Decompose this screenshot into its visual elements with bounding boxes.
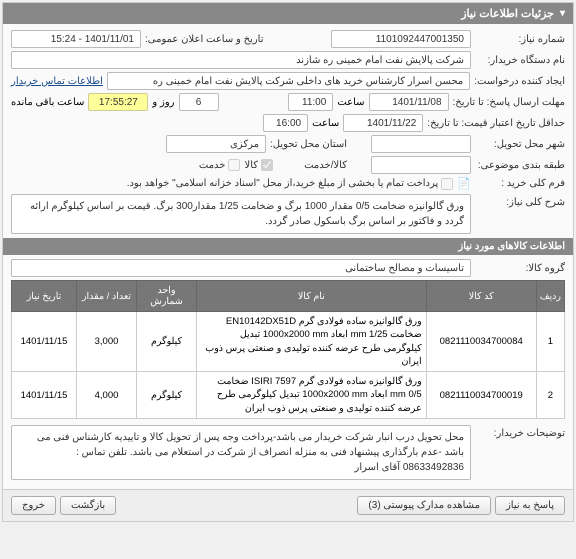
saat-label-1: ساعت <box>337 97 364 108</box>
countdown: 17:55:27 <box>88 93 148 111</box>
purchase-form-label: فرم کلی خرید : <box>475 178 565 189</box>
table-row: 2 0821110034700019 ورق گالوانیزه ساده فو… <box>12 372 565 419</box>
table-header-row: ردیف کد کالا نام کالا واحد شمارش تعداد /… <box>12 281 565 312</box>
details-panel: ▾ جزئیات اطلاعات نیاز شماره نیاز: 110109… <box>2 2 574 522</box>
buyer-notes-text: محل تحویل درب انبار شرکت خریدار می باشد-… <box>11 425 471 480</box>
delivery-state: مرکزی <box>166 135 266 153</box>
col-name: نام کالا <box>197 281 427 312</box>
buyer-org: شرکت پالایش نفت امام خمینی ره شازند <box>11 51 471 69</box>
delivery-city-label: شهر محل تحویل: <box>475 139 565 150</box>
cell-unit: کیلوگرم <box>137 372 197 419</box>
cell-idx: 2 <box>536 372 564 419</box>
cell-code: 0821110034700019 <box>426 372 536 419</box>
deadline-date: 1401/11/08 <box>369 93 449 111</box>
need-desc-text: ورق گالوانیزه ضخامت 0/5 مقدار 1000 برگ و… <box>11 194 471 234</box>
announce-value: 1401/11/01 - 15:24 <box>11 30 141 48</box>
validity-label: حداقل تاریخ اعتبار قیمت: تا تاریخ: <box>427 118 565 129</box>
buyer-org-label: نام دستگاه خریدار: <box>475 55 565 66</box>
col-code: کد کالا <box>426 281 536 312</box>
need-number: 1101092447001350 <box>331 30 471 48</box>
panel-header: ▾ جزئیات اطلاعات نیاز <box>3 3 573 24</box>
bill-icon: 📄 <box>457 177 471 190</box>
cell-idx: 1 <box>536 312 564 372</box>
deadline-time: 11:00 <box>288 93 333 111</box>
col-qty: تعداد / مقدار <box>77 281 137 312</box>
requester-label: ایجاد کننده درخواست: <box>474 76 565 87</box>
cell-date: 1401/11/15 <box>12 372 77 419</box>
kala-checkbox[interactable]: کالا <box>244 159 273 171</box>
need-desc-label: شرح کلی نیاز: <box>475 194 565 208</box>
attachments-button[interactable]: مشاهده مدارک پیوستی (3) <box>357 496 491 515</box>
contact-link[interactable]: اطلاعات تماس خریدار <box>11 76 103 87</box>
buyer-notes-label: توضیحات خریدار: <box>475 425 565 439</box>
cell-name: ورق گالوانیزه ساده فولادی گرم ISIRI 7597… <box>197 372 427 419</box>
col-unit: واحد شمارش <box>137 281 197 312</box>
roz-va-label: روز و <box>152 97 174 108</box>
panel-body: شماره نیاز: 1101092447001350 تاریخ و ساع… <box>3 24 573 489</box>
table-row: 1 0821110034700084 ورق گالوانیزه ساده فو… <box>12 312 565 372</box>
panel-title: جزئیات اطلاعات نیاز <box>461 7 554 20</box>
days-remain: 6 <box>179 93 219 111</box>
announce-label: تاریخ و ساعت اعلان عمومی: <box>145 34 264 45</box>
cell-unit: کیلوگرم <box>137 312 197 372</box>
goods-group-label: گروه کالا: <box>475 263 565 274</box>
reply-button[interactable]: پاسخ به نیاز <box>495 496 565 515</box>
requester-value: محسن اسرار کارشناس خرید های داخلی شرکت پ… <box>107 72 470 90</box>
khadmat-checkbox[interactable]: خدمت <box>199 159 241 171</box>
back-button[interactable]: بازگشت <box>60 496 116 515</box>
saat-label-2: ساعت <box>312 118 339 129</box>
col-date: تاریخ نیاز <box>12 281 77 312</box>
goods-section-header: اطلاعات کالاهای مورد نیاز <box>3 238 573 255</box>
cell-name: ورق گالوانیزه ساده فولادی گرم EN10142DX5… <box>197 312 427 372</box>
validity-date: 1401/11/22 <box>343 114 423 132</box>
classification-value <box>371 156 471 174</box>
deadline-label: مهلت ارسال پاسخ: تا تاریخ: <box>453 97 565 108</box>
collapse-icon[interactable]: ▾ <box>560 8 565 19</box>
goods-group: تاسیسات و مصالح ساختمانی <box>11 259 471 277</box>
treasury-checkbox[interactable]: پرداخت تمام یا بخشی از مبلغ خرید،از محل … <box>127 178 454 190</box>
delivery-city <box>371 135 471 153</box>
delivery-state-label: استان محل تحویل: <box>270 139 347 150</box>
cell-date: 1401/11/15 <box>12 312 77 372</box>
button-bar: پاسخ به نیاز مشاهده مدارک پیوستی (3) باز… <box>3 489 573 521</box>
kala-service-label: کالا/خدمت <box>277 160 347 171</box>
remain-suffix: ساعت باقی مانده <box>11 97 84 108</box>
validity-time: 16:00 <box>263 114 308 132</box>
col-idx: ردیف <box>536 281 564 312</box>
cell-qty: 3,000 <box>77 312 137 372</box>
goods-table: ردیف کد کالا نام کالا واحد شمارش تعداد /… <box>11 280 565 419</box>
need-number-label: شماره نیاز: <box>475 34 565 45</box>
cell-code: 0821110034700084 <box>426 312 536 372</box>
classification-label: طبقه بندی موضوعی: <box>475 160 565 171</box>
cell-qty: 4,000 <box>77 372 137 419</box>
exit-button[interactable]: خروج <box>11 496 56 515</box>
